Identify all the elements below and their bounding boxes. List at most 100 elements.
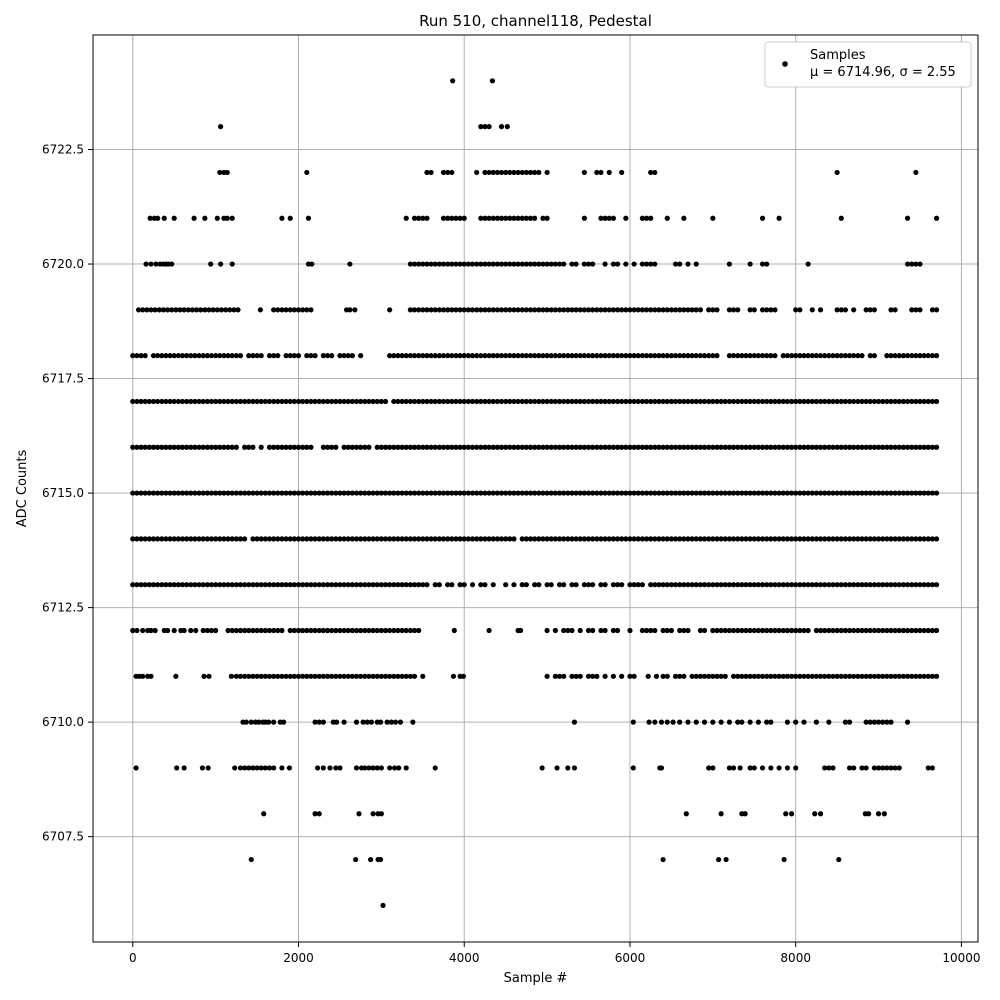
data-point: [295, 490, 302, 496]
data-point: [867, 719, 873, 725]
data-point: [233, 398, 239, 405]
data-point: [614, 307, 621, 313]
data-point: [295, 307, 302, 313]
data-point: [742, 811, 748, 817]
data-point: [461, 307, 467, 313]
data-point: [498, 353, 505, 359]
data-point: [685, 398, 691, 405]
data-point: [374, 582, 380, 588]
data-point: [424, 536, 430, 542]
data-point: [772, 582, 778, 588]
data-point: [921, 627, 927, 634]
data-point: [173, 673, 179, 679]
data-point: [324, 353, 331, 359]
data-point: [871, 627, 878, 634]
data-point: [237, 765, 244, 771]
data-point: [258, 536, 264, 542]
data-point: [469, 307, 476, 313]
data-point: [377, 856, 384, 863]
data-point: [788, 627, 795, 634]
data-point: [453, 490, 459, 496]
data-point: [768, 765, 774, 771]
data-point: [184, 398, 190, 405]
data-point: [295, 582, 302, 588]
data-point: [312, 627, 318, 634]
data-point: [519, 307, 525, 313]
data-point: [482, 261, 488, 267]
data-point: [643, 398, 650, 405]
data-point: [544, 169, 550, 176]
data-point: [880, 398, 886, 405]
data-point: [416, 582, 422, 588]
data-point: [830, 582, 836, 588]
data-point: [834, 536, 840, 542]
data-point: [536, 261, 542, 267]
data-point: [842, 536, 849, 542]
data-point: [271, 673, 277, 679]
data-point: [436, 261, 442, 267]
data-point: [536, 353, 542, 359]
data-point: [867, 353, 873, 359]
data-point: [461, 536, 467, 542]
data-point: [710, 307, 716, 313]
data-point: [445, 536, 451, 542]
data-point: [527, 398, 534, 405]
data-point: [232, 765, 238, 771]
data-point: [614, 261, 621, 267]
data-point: [233, 582, 239, 588]
data-point: [150, 536, 157, 542]
data-point: [759, 261, 766, 267]
data-point: [859, 673, 865, 679]
data-point: [880, 765, 886, 771]
data-point: [822, 627, 828, 634]
data-point: [246, 582, 252, 588]
data-point: [544, 490, 550, 496]
data-point: [449, 536, 455, 542]
data-point: [768, 490, 774, 496]
data-point: [233, 627, 239, 634]
data-point: [544, 307, 550, 313]
data-point: [498, 490, 505, 496]
data-point: [585, 627, 592, 634]
data-point: [474, 353, 480, 359]
data-point: [403, 673, 409, 679]
data-point: [130, 353, 136, 359]
data-point: [345, 353, 351, 359]
data-point: [333, 444, 339, 450]
data-point: [436, 582, 442, 588]
data-point: [374, 765, 380, 771]
data-point: [552, 398, 558, 405]
data-point: [917, 582, 923, 588]
data-point: [602, 215, 608, 221]
data-point: [822, 582, 828, 588]
data-point: [892, 536, 898, 542]
data-point: [362, 536, 368, 542]
data-point: [813, 582, 820, 588]
data-point: [532, 353, 538, 359]
data-point: [793, 582, 799, 588]
data-point: [714, 627, 720, 634]
data-point: [392, 719, 399, 725]
data-point: [395, 582, 401, 588]
data-point: [648, 444, 654, 450]
data-point: [320, 444, 326, 450]
data-point: [718, 627, 724, 634]
data-point: [287, 444, 293, 450]
data-point: [822, 490, 828, 496]
data-point: [527, 490, 534, 496]
data-point: [498, 169, 505, 176]
data-point: [755, 353, 762, 359]
data-point: [142, 490, 148, 496]
data-point: [884, 444, 890, 450]
data-point: [863, 307, 869, 313]
data-point: [266, 627, 273, 634]
data-point: [909, 673, 915, 679]
data-point: [693, 444, 699, 450]
data-point: [250, 353, 256, 359]
data-point: [730, 765, 737, 771]
data-point: [221, 536, 227, 542]
data-point: [403, 398, 409, 405]
data-point: [403, 765, 409, 771]
data-point: [838, 582, 844, 588]
data-point: [262, 398, 268, 405]
